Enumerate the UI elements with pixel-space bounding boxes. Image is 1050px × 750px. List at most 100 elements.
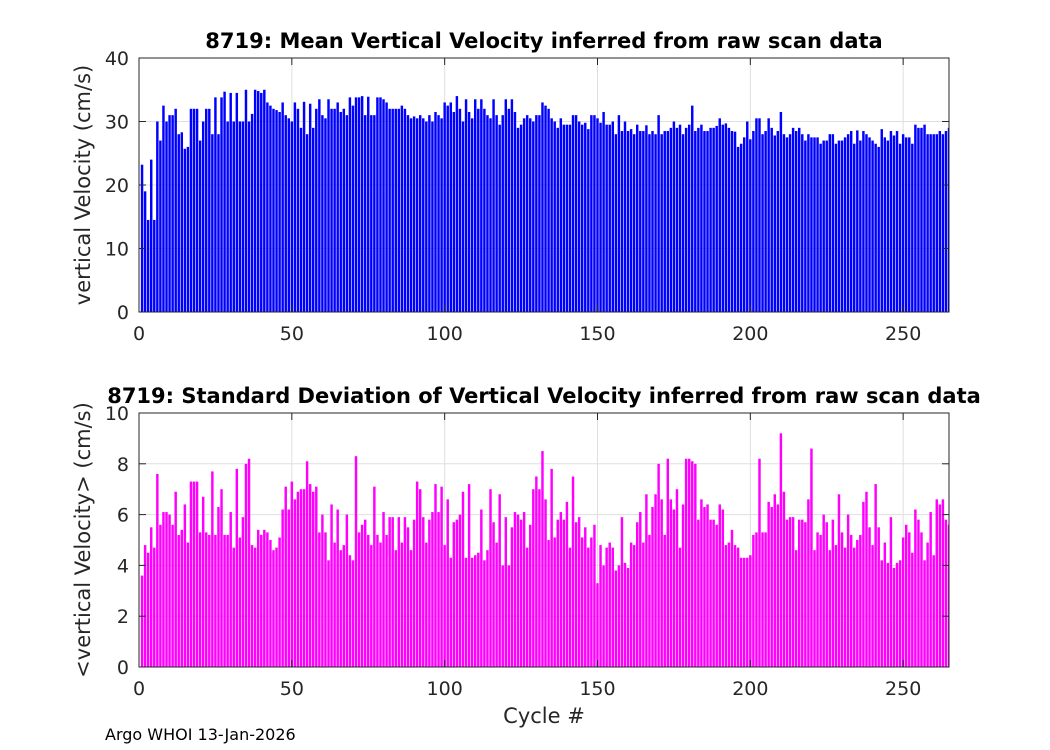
- chart-1-bar: [657, 463, 660, 667]
- chart-1-bar: [697, 519, 700, 667]
- chart-1-bar: [629, 542, 633, 667]
- chart-1-bar: [742, 557, 746, 667]
- chart-0-bar: [186, 146, 190, 312]
- chart-1-bar: [553, 537, 556, 667]
- chart-1-bar: [269, 540, 272, 667]
- chart-0-bar: [437, 115, 440, 313]
- chart-0-bar: [886, 140, 890, 312]
- chart-0-bar: [217, 134, 220, 312]
- chart-0-bar: [636, 124, 639, 312]
- chart-0-y-tick-label: 20: [105, 175, 129, 197]
- chart-1-bar: [727, 542, 731, 667]
- chart-0-bar: [535, 115, 538, 313]
- chart-0-bar: [281, 102, 284, 312]
- chart-1-bar: [388, 517, 391, 667]
- chart-1-bar: [159, 524, 162, 667]
- chart-1-bar: [541, 451, 544, 667]
- chart-0-y-tick-label: 40: [105, 48, 129, 70]
- chart-0-bar: [846, 134, 850, 312]
- chart-0-bar: [611, 121, 614, 312]
- chart-1-bar: [642, 542, 645, 667]
- chart-1-bar: [929, 512, 932, 667]
- chart-1-bar: [174, 491, 177, 667]
- chart-1-bar: [932, 555, 935, 667]
- chart-1-bar: [798, 519, 801, 667]
- chart-1-bar: [428, 519, 431, 667]
- chart-1-bar: [862, 501, 865, 667]
- chart-1-bar: [394, 550, 397, 667]
- chart-0-bar: [791, 127, 795, 312]
- chart-1-bar: [883, 542, 887, 667]
- chart-0-bar: [519, 124, 523, 312]
- chart-1-bar: [522, 512, 526, 667]
- chart-0-bar: [675, 127, 679, 312]
- chart-0-bar: [571, 115, 575, 313]
- chart-0-bar: [452, 111, 456, 312]
- chart-0-bar: [681, 134, 685, 312]
- chart-0-bar: [263, 89, 266, 312]
- chart-1-bar: [391, 517, 394, 667]
- chart-0-bar: [250, 113, 254, 312]
- chart-0-bar: [730, 131, 734, 312]
- chart-0-bar: [379, 97, 382, 313]
- chart-0-bar: [428, 115, 431, 313]
- chart-1-bar: [914, 509, 917, 667]
- chart-0-bar: [474, 99, 477, 313]
- chart-1-bar: [287, 509, 290, 667]
- chart-1-bar: [694, 463, 697, 667]
- chart-1-bar: [321, 514, 324, 667]
- chart-0-y-tick-label: 10: [105, 239, 129, 261]
- chart-1-x-tick-label: 0: [133, 678, 145, 700]
- chart-0-bar: [565, 124, 569, 312]
- chart-0-bar: [804, 140, 807, 312]
- chart-1-bar: [871, 545, 874, 667]
- chart-0-title: 8719: Mean Vertical Velocity inferred fr…: [205, 29, 882, 53]
- chart-0-bar: [333, 108, 336, 312]
- chart-0-bar: [941, 134, 945, 312]
- chart-1-bar: [232, 547, 235, 667]
- chart-1-bar: [895, 562, 899, 667]
- chart-0-bar: [691, 105, 694, 312]
- chart-0-bar: [678, 124, 682, 312]
- chart-0-bar: [706, 131, 709, 312]
- chart-1-bar: [843, 547, 847, 667]
- chart-0-bar: [498, 124, 501, 312]
- chart-0-bar: [718, 118, 721, 312]
- chart-0-bar: [418, 115, 422, 313]
- chart-0-bar: [275, 110, 278, 312]
- chart-1-bar: [351, 560, 355, 667]
- chart-1-bar: [467, 484, 471, 667]
- chart-1-bar: [195, 481, 199, 667]
- chart-0-bar: [256, 91, 260, 313]
- chart-0-bar: [862, 131, 865, 312]
- chart-1-bar: [244, 463, 248, 667]
- chart-0-bar: [776, 131, 780, 312]
- chart-0-bar: [697, 127, 700, 312]
- chart-1-x-tick-label: 150: [579, 678, 615, 700]
- chart-0-bar: [443, 102, 446, 312]
- chart-1-y-tick-label: 6: [117, 505, 129, 527]
- chart-1-bar: [525, 547, 529, 667]
- chart-1-bar: [440, 486, 443, 667]
- chart-1-bar: [180, 529, 184, 667]
- chart-0-bar: [232, 121, 235, 312]
- chart-0-x-tick-label: 0: [133, 323, 145, 345]
- chart-1-bar: [357, 532, 361, 667]
- chart-1-bar: [333, 542, 336, 667]
- chart-0-bar: [739, 143, 743, 312]
- chart-0-bar: [911, 143, 914, 312]
- chart-0-bar: [904, 137, 908, 312]
- chart-0-bar: [770, 127, 773, 312]
- chart-0-bar: [532, 121, 535, 312]
- chart-1-bar: [217, 506, 220, 667]
- chart-0-bar: [449, 102, 452, 312]
- chart-1-bar: [856, 540, 859, 667]
- chart-1-bar: [156, 473, 159, 667]
- chart-1-bar: [492, 522, 495, 667]
- chart-0-bar: [425, 121, 428, 312]
- chart-0-bar: [348, 97, 352, 313]
- chart-0-bar: [834, 143, 838, 312]
- chart-0-bar: [205, 108, 208, 312]
- chart-1-bar: [498, 494, 501, 667]
